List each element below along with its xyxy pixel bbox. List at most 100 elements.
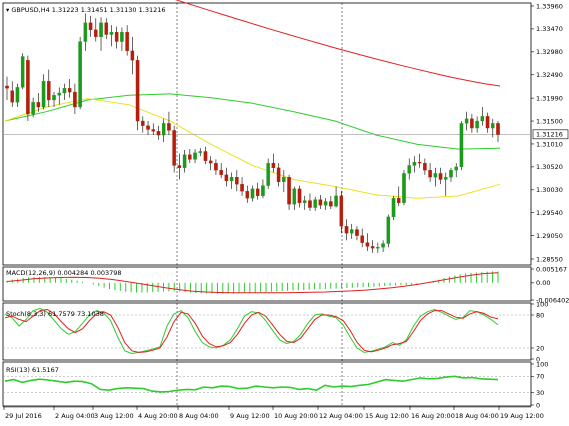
candle	[381, 240, 385, 252]
candle	[10, 81, 14, 108]
candle-body	[62, 88, 67, 94]
candle-body	[156, 131, 161, 136]
candle	[193, 149, 197, 164]
candle	[334, 186, 338, 208]
candle-body	[229, 177, 234, 182]
candle	[302, 195, 307, 210]
candle	[308, 193, 312, 211]
macd-panel	[2, 266, 532, 302]
candle	[104, 18, 109, 40]
price-tick-label: 1.32980	[536, 48, 563, 56]
candle-body	[480, 116, 485, 122]
price-tick-label: 1.32490	[536, 71, 563, 79]
candle-body	[235, 177, 239, 185]
time-tick-label: 29 Jul 2016	[5, 412, 42, 420]
candle	[433, 167, 438, 187]
candle-body	[318, 199, 323, 206]
candle	[208, 156, 213, 171]
current-price-label: 1.31216	[536, 131, 563, 139]
candle	[329, 195, 333, 209]
stoch-tick-label: 80	[536, 311, 544, 319]
price-tick-label: 1.29540	[536, 209, 563, 217]
candle	[151, 123, 156, 136]
candle	[282, 170, 286, 193]
time-tick-label: 15 Aug 12:00	[365, 412, 409, 420]
candle-body	[172, 130, 176, 166]
candle-body	[114, 32, 119, 42]
ma-yellow-line	[4, 98, 501, 199]
time-tick-label: 19 Aug 12:00	[500, 412, 544, 420]
price-tick-label: 1.30520	[536, 163, 563, 171]
candle	[47, 69, 51, 108]
candle	[344, 219, 349, 241]
candle	[438, 167, 443, 185]
candle-body	[485, 116, 490, 129]
candle-body	[339, 195, 344, 227]
stoch-tick-label: 0	[536, 355, 540, 363]
candle	[15, 83, 20, 108]
candle	[250, 185, 255, 202]
time-tick-label: 12 Aug 04:00	[319, 412, 363, 420]
candle	[83, 13, 88, 51]
candle	[120, 27, 124, 51]
candle	[203, 146, 208, 165]
macd-tick-label: -0.006402	[536, 296, 569, 304]
stoch-tick-label: 20	[536, 344, 544, 352]
candle	[407, 158, 411, 180]
candle	[214, 159, 218, 175]
candle-body	[402, 173, 406, 204]
macd-tick-label: 0.005167	[536, 265, 567, 273]
candle-body	[5, 85, 9, 89]
price-tick-label: 1.29050	[536, 232, 563, 240]
price-tick-label: 1.31500	[536, 117, 563, 125]
candle	[491, 118, 495, 138]
candle-body	[459, 123, 464, 168]
candle-body	[151, 129, 156, 132]
candle-body	[302, 200, 307, 204]
candle	[355, 226, 359, 241]
time-tick-label: 4 Aug 20:00	[138, 412, 178, 420]
candle	[470, 114, 474, 133]
candle-body	[125, 32, 129, 52]
candle-body	[47, 81, 51, 101]
candle-body	[52, 95, 56, 101]
rsi-header-label: RSI(13) 61.5167	[6, 366, 59, 374]
time-tick-label: 18 Aug 04:00	[455, 412, 499, 420]
candle-body	[167, 123, 171, 131]
time-tick-label: 10 Aug 20:00	[274, 412, 318, 420]
candle-body	[423, 162, 427, 171]
candle	[73, 83, 77, 115]
candle-body	[308, 200, 312, 208]
candle	[130, 36, 135, 75]
candle-body	[266, 162, 270, 186]
candle	[313, 196, 317, 211]
candle	[229, 172, 234, 189]
candle-body	[41, 81, 46, 108]
candle-body	[26, 60, 30, 115]
candle-body	[386, 216, 391, 244]
candle	[36, 92, 41, 112]
candle-body	[240, 184, 244, 192]
stoch-panel	[2, 302, 532, 361]
candle-body	[78, 41, 82, 108]
ma-red-line	[174, 0, 501, 87]
candle-body	[36, 102, 41, 108]
candle	[172, 125, 176, 173]
candle-body	[349, 229, 354, 234]
candle	[224, 167, 229, 187]
candle	[141, 116, 145, 133]
candle	[125, 25, 129, 56]
candle-body	[454, 166, 458, 171]
candle	[459, 121, 464, 171]
candle	[449, 167, 453, 182]
candle	[297, 185, 302, 208]
candle	[271, 153, 276, 173]
candle-body	[182, 154, 187, 168]
candle	[219, 163, 223, 179]
candle-body	[135, 60, 140, 122]
price-tick-label: 1.31010	[536, 140, 563, 148]
candle	[67, 78, 72, 98]
candle-body	[130, 50, 135, 61]
candle	[287, 174, 291, 210]
